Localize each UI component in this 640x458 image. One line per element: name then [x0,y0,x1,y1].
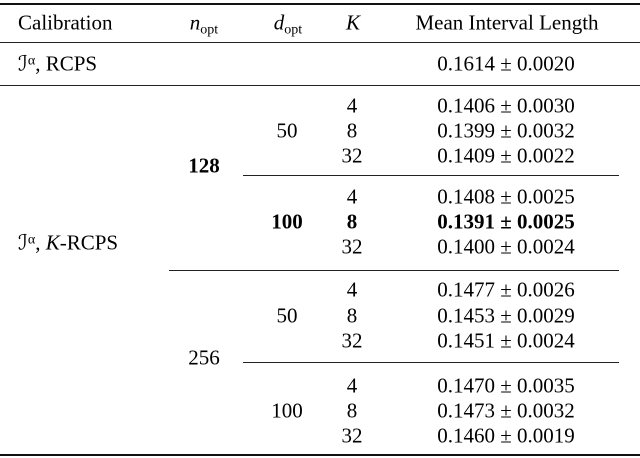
col-header-n-opt: nopt [189,10,219,38]
cell-mean: 0.1409 ± 0.0022 [437,143,575,168]
rule-header-bottom [0,42,640,44]
cell-k: 32 [341,143,363,168]
cell-mean: 0.1451 ± 0.0024 [437,328,575,353]
cell-mean: 0.1406 ± 0.0030 [437,93,575,118]
cell-mean: 0.1473 ± 0.0032 [437,398,575,423]
cell-k: 4 [346,93,358,118]
cell-d-opt-100-b: 100 [271,398,303,423]
cell-mean: 0.1460 ± 0.0019 [437,423,575,448]
cell-mean: 0.1453 ± 0.0029 [437,303,575,328]
cell-mean: 0.1399 ± 0.0032 [437,118,575,143]
cell-k: 4 [346,277,358,302]
cell-k: 32 [341,234,363,259]
cell-mean: 0.1408 ± 0.0025 [437,184,575,209]
cell-mean-rcps: 0.1614 ± 0.0020 [437,51,575,76]
col-header-d-opt: dopt [273,10,303,38]
cell-mean: 0.1470 ± 0.0035 [437,373,575,398]
rule-bottom [0,453,640,456]
col-header-k: K [345,10,361,35]
cell-k-best: 8 [346,209,358,234]
cell-d-opt-50-b: 50 [276,303,298,328]
cell-d-opt-100-a: 100 [271,209,303,234]
cell-k: 8 [346,303,358,328]
col-header-calibration: Calibration [18,10,113,35]
rule-cline-d50-256 [243,361,619,363]
cell-d-opt-50-a: 50 [276,118,298,143]
cell-k: 32 [341,328,363,353]
cell-mean-best: 0.1391 ± 0.0025 [437,209,575,234]
row-label-k-rcps: ℐα, K-RCPS [18,230,119,255]
cell-mean: 0.1400 ± 0.0024 [437,234,575,259]
row-label-rcps: ℐα, RCPS [18,51,98,76]
cell-k: 32 [341,423,363,448]
cell-n-opt-128: 128 [188,153,220,178]
cell-n-opt-256: 256 [188,345,220,370]
cell-k: 8 [346,398,358,423]
cell-mean: 0.1477 ± 0.0026 [437,277,575,302]
col-header-mean-interval-length: Mean Interval Length [415,10,599,35]
rule-cline-d50-128 [243,174,619,176]
rule-top [0,2,640,5]
rule-after-rcps [0,85,640,87]
cell-k: 4 [346,373,358,398]
cell-k: 8 [346,118,358,143]
rule-cline-n128-n256 [169,269,619,271]
cell-k: 4 [346,184,358,209]
